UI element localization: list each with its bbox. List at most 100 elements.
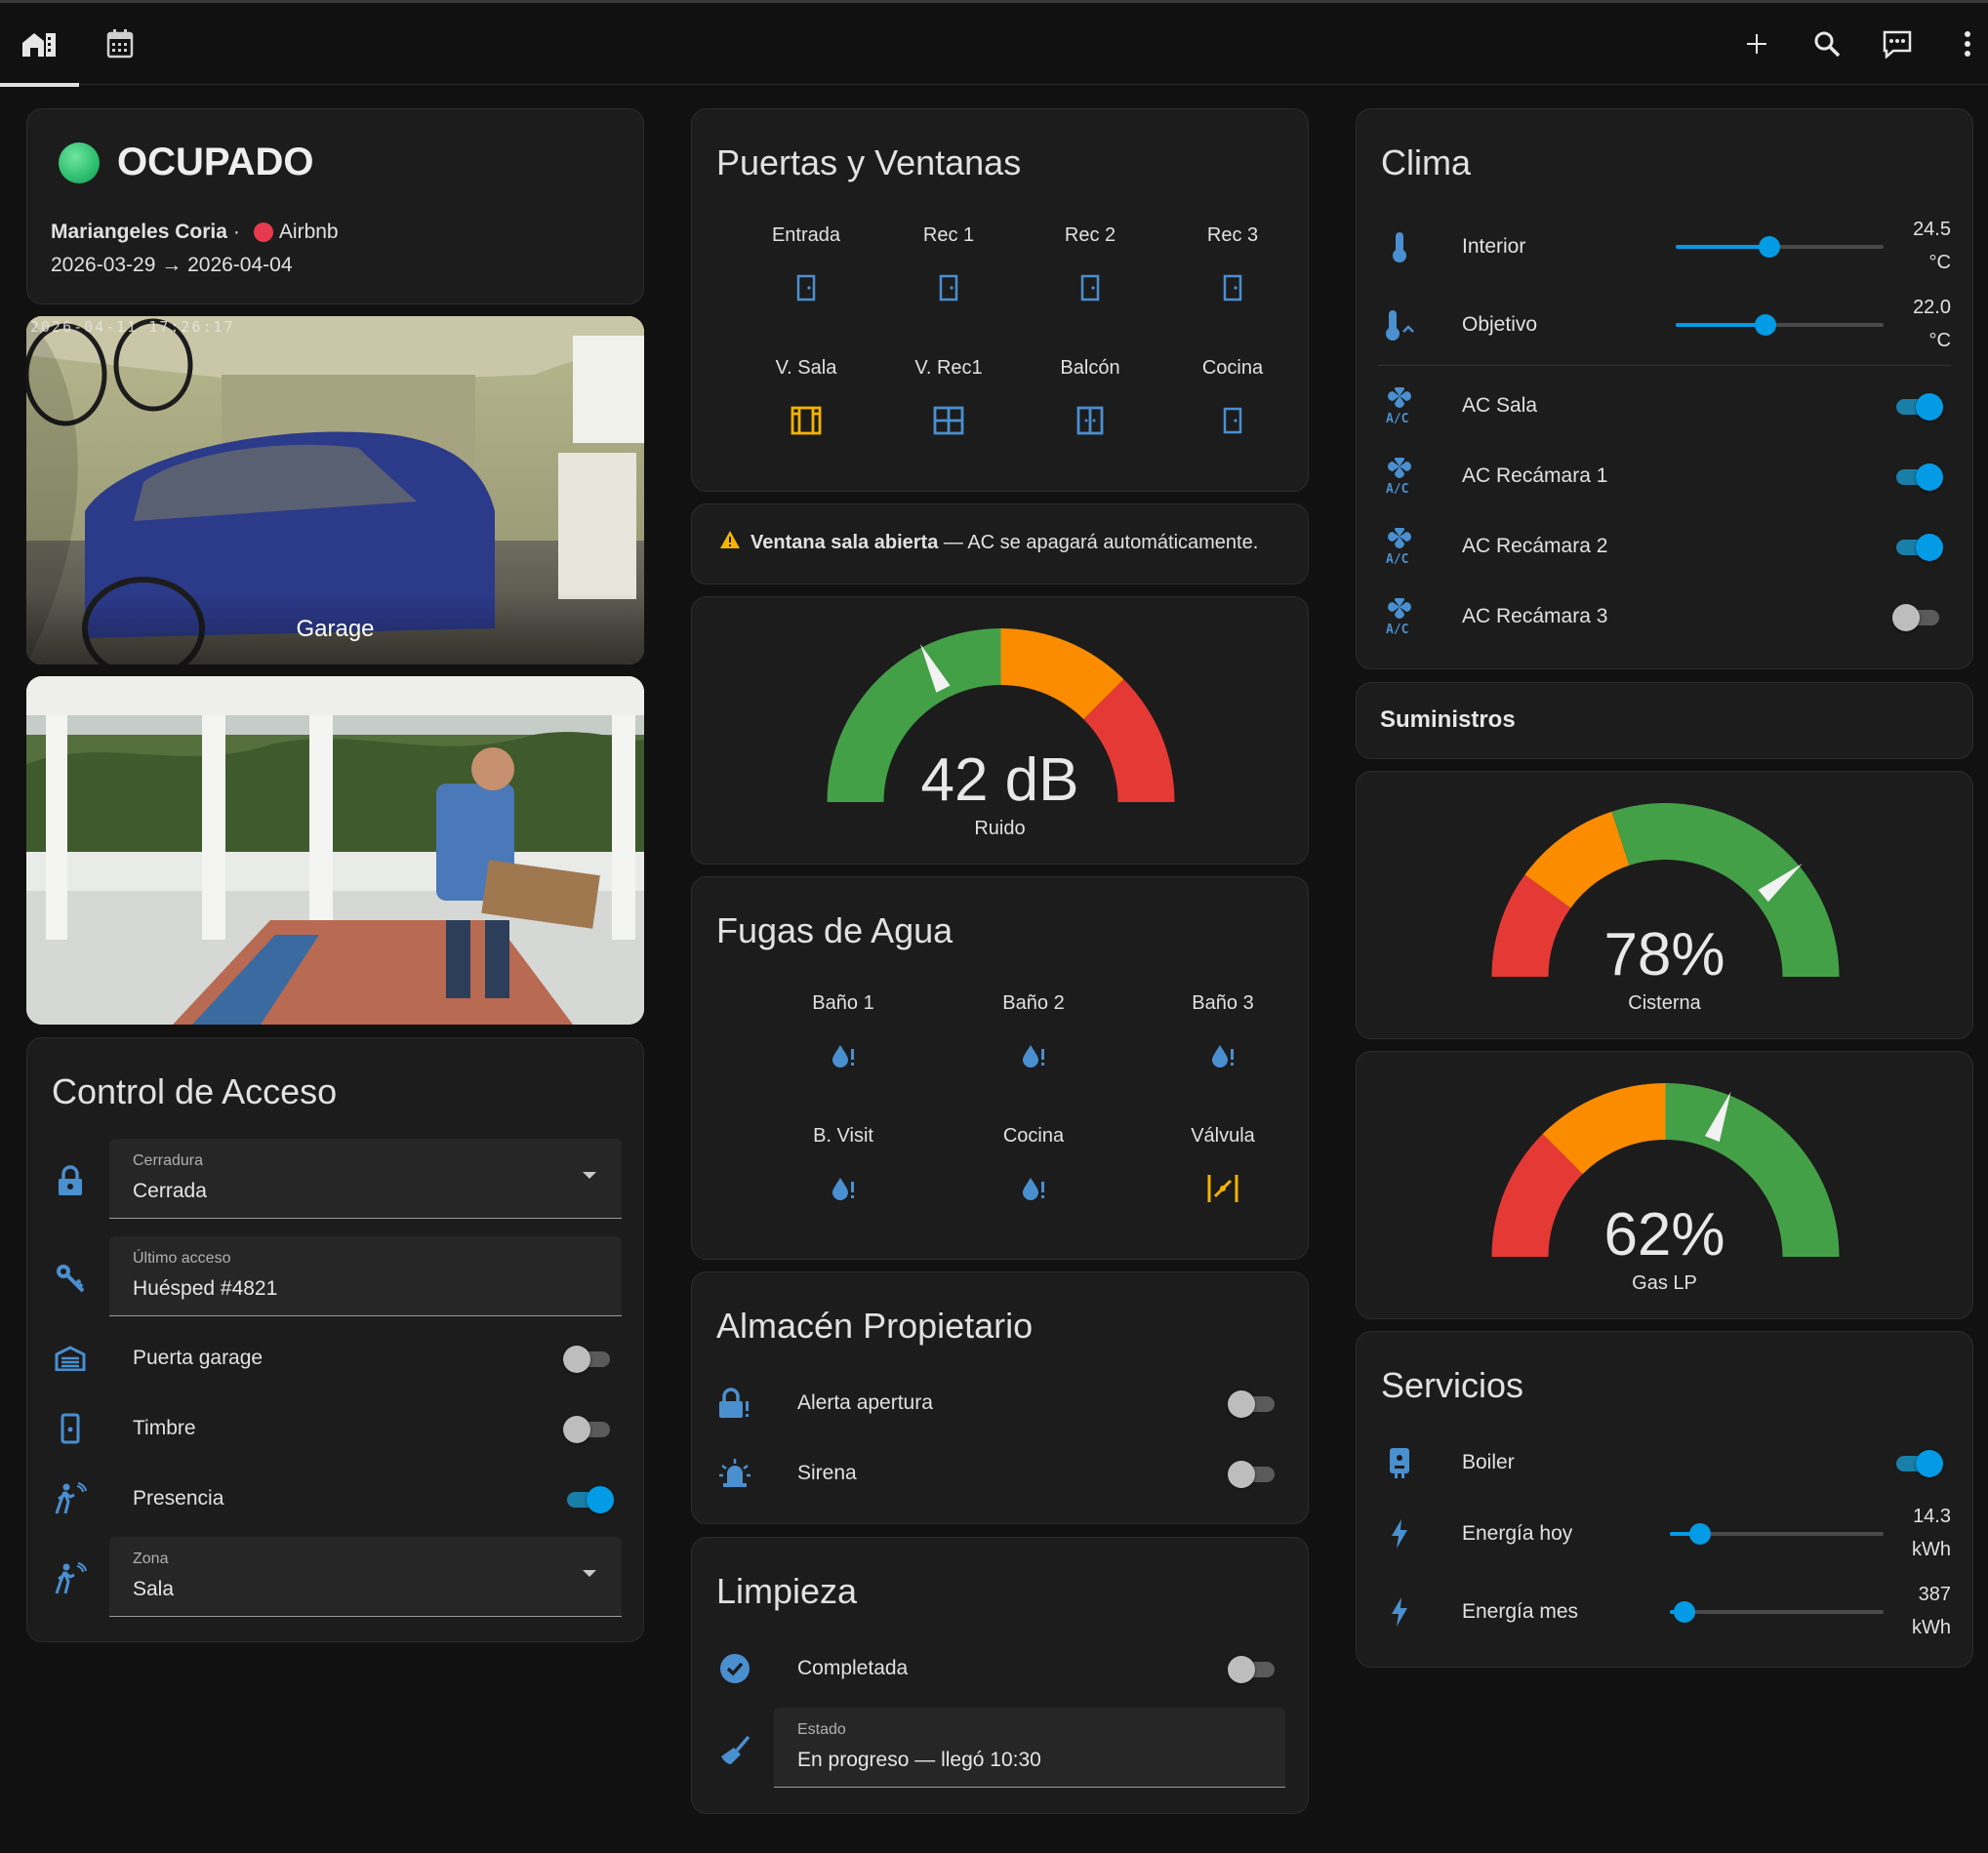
leak-bano3-label: Baño 3 [1192, 992, 1254, 1014]
ac-rec3-toggle[interactable] [1892, 600, 1943, 633]
thermometer-icon [1380, 227, 1419, 266]
leak-bano3[interactable]: Baño 3 [1155, 992, 1291, 1075]
more-vert-icon[interactable] [1948, 24, 1987, 63]
energy-month-slider[interactable] [1670, 1597, 1884, 1627]
energy-today-slider[interactable] [1670, 1519, 1884, 1549]
leak-bano1[interactable]: Baño 1 [775, 992, 912, 1075]
cleaning-status-field[interactable]: Estado En progreso — llegó 10:30 [774, 1708, 1285, 1788]
camera-porch[interactable] [26, 676, 644, 1025]
interior-temp-slider-knob[interactable] [1758, 236, 1780, 258]
key-icon [51, 1259, 90, 1298]
leak-valvula[interactable]: Válvula [1155, 1125, 1291, 1208]
water-leaks-title: Fugas de Agua [716, 910, 953, 950]
zone-select[interactable]: Zona Sala [109, 1537, 622, 1617]
climate-divider [1378, 365, 1951, 366]
leak-bvisit-label: B. Visit [813, 1125, 873, 1147]
leak-bano2[interactable]: Baño 2 [965, 992, 1102, 1075]
lock-select-value: Cerrada [133, 1180, 207, 1202]
boiler-label: Boiler [1462, 1451, 1515, 1473]
target-temp-slider[interactable] [1676, 310, 1884, 340]
leak-bvisit[interactable]: B. Visit [775, 1125, 912, 1208]
door-closed-icon [787, 268, 826, 307]
door-cocina[interactable]: Cocina [1164, 357, 1301, 440]
energy-today-slider-knob[interactable] [1688, 1523, 1711, 1545]
window-sala[interactable]: V. Sala [738, 357, 874, 440]
air-conditioner-icon: A/C [1380, 527, 1419, 566]
door-rec3[interactable]: Rec 3 [1164, 224, 1301, 307]
ac-sala-toggle[interactable] [1892, 389, 1943, 423]
supplies-header-card: Suministros [1356, 682, 1973, 759]
door-rec2[interactable]: Rec 2 [1022, 224, 1158, 307]
home-tab-icon[interactable] [20, 24, 59, 63]
siren-toggle[interactable] [1228, 1457, 1278, 1490]
last-access-field[interactable]: Último acceso Huésped #4821 [109, 1236, 622, 1316]
presence-label: Presencia [133, 1487, 224, 1510]
water-alert-icon [824, 1169, 863, 1208]
presence-toggle[interactable] [563, 1482, 614, 1515]
top-border [0, 0, 1988, 3]
garage-door-toggle[interactable] [563, 1342, 614, 1375]
door-rec1[interactable]: Rec 1 [880, 224, 1017, 307]
window-open-icon [787, 401, 826, 440]
leak-bano2-label: Baño 2 [1002, 992, 1065, 1014]
door-closed-icon [1071, 268, 1110, 307]
cistern-gauge [1491, 803, 1840, 977]
gas-gauge-needle [1704, 1091, 1731, 1143]
water-leaks-card: Fugas de Agua Baño 1 Baño 2 Baño 3 B. Vi… [691, 876, 1309, 1260]
interior-temp-slider[interactable] [1676, 232, 1884, 262]
open-alert-toggle[interactable] [1228, 1387, 1278, 1420]
presence-row: Presencia [27, 1470, 643, 1528]
calendar-tab-icon[interactable] [101, 24, 140, 63]
window-rec1[interactable]: V. Rec1 [880, 357, 1017, 440]
services-title: Servicios [1381, 1365, 1524, 1405]
target-temp-label: Objetivo [1462, 313, 1538, 336]
zone-row [27, 1538, 643, 1620]
status-dot [59, 142, 100, 183]
energy-month-slider-knob[interactable] [1674, 1601, 1696, 1623]
cleaning-done-toggle[interactable] [1228, 1652, 1278, 1685]
window-closed-icon [929, 401, 968, 440]
plus-icon[interactable] [1737, 24, 1776, 63]
search-icon[interactable] [1807, 24, 1846, 63]
garage-door-row: Puerta garage [27, 1329, 643, 1388]
valve-open-icon [1203, 1169, 1242, 1208]
doorbell-label: Timbre [133, 1417, 196, 1439]
access-control-card: Control de Acceso Cerradura Cerrada Últi… [26, 1037, 644, 1642]
ac-rec1-toggle[interactable] [1892, 460, 1943, 493]
boiler-toggle[interactable] [1892, 1446, 1943, 1479]
door-entrada[interactable]: Entrada [738, 224, 874, 307]
door-balcon[interactable]: Balcón [1022, 357, 1158, 440]
door-rec1-label: Rec 1 [922, 224, 975, 246]
boiler-row: Boiler [1357, 1433, 1972, 1492]
door-closed-icon [929, 268, 968, 307]
guest-separator: · [232, 221, 240, 243]
occupancy-card: OCUPADO Mariangeles Coria · Airbnb 2026-… [26, 108, 644, 304]
occupancy-status: OCUPADO [117, 141, 314, 183]
cistern-gauge-segment-green [1611, 803, 1840, 977]
lock-select[interactable]: Cerradura Cerrada [109, 1139, 622, 1219]
energy-month-row: Energía mes 387 kWh [1357, 1578, 1972, 1646]
booking-dates: 2026-03-29 → 2026-04-04 [51, 254, 293, 276]
interior-temp-label: Interior [1462, 235, 1526, 258]
open-alert-row: Alerta apertura [692, 1374, 1308, 1432]
assist-icon[interactable] [1878, 24, 1917, 63]
svg-text:A/C: A/C [1386, 482, 1408, 495]
ac-rec2-toggle[interactable] [1892, 530, 1943, 563]
window-rec1-label: V. Rec1 [914, 357, 983, 379]
door-entrada-label: Entrada [771, 224, 841, 246]
zone-select-label: Zona [133, 1551, 169, 1567]
guest-line: Mariangeles Coria · Airbnb [51, 221, 339, 244]
leak-cocina[interactable]: Cocina [965, 1125, 1102, 1208]
noise-gauge-arcs [827, 628, 1175, 802]
cleaning-done-label: Completada [797, 1657, 909, 1679]
motion-sensor-icon [51, 1479, 90, 1518]
camera-garage[interactable]: 2026-04-11 17:26:17 Garage [26, 316, 644, 665]
doorbell-toggle[interactable] [563, 1412, 614, 1445]
target-temp-slider-knob[interactable] [1754, 314, 1776, 336]
doorbell-row: Timbre [27, 1399, 643, 1458]
leak-bano1-label: Baño 1 [812, 992, 874, 1014]
air-conditioner-icon: A/C [1380, 457, 1419, 496]
energy-month-value: 387 kWh [1912, 1584, 1951, 1638]
noise-value: 42 dB [920, 746, 1079, 814]
ac-rec3-label: AC Recámara 3 [1462, 605, 1608, 627]
